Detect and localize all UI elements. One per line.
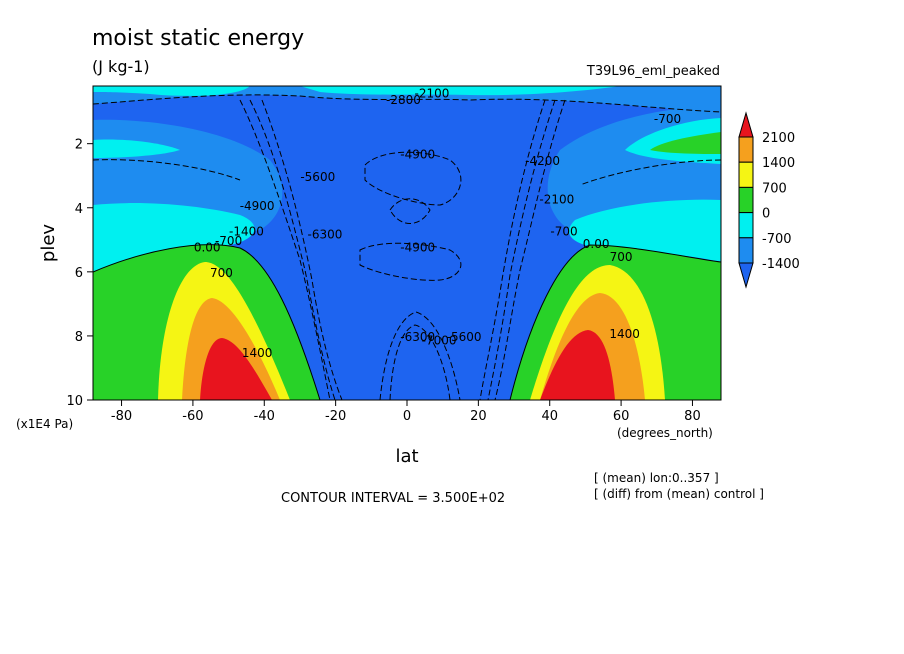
colorbar-label: -700 [762, 232, 792, 247]
colorbar-segment [738, 237, 754, 264]
contour-label: -4900 [240, 199, 275, 213]
colorbar-top-arrow [738, 111, 754, 138]
y-axis: 2 4 6 8 10 [66, 138, 93, 409]
colorbar-segment [738, 212, 754, 239]
y-axis-label: plev [38, 224, 59, 263]
x-units-label: (degrees_north) [617, 426, 713, 440]
contour-solid-left [93, 244, 321, 400]
contour-label: -700 [215, 234, 242, 248]
y-tick-label: 4 [75, 202, 83, 217]
x-tick-label: -80 [111, 409, 132, 424]
colorbar-label: 700 [762, 181, 787, 196]
contour-dashed-1 [93, 94, 721, 113]
contour-label: 700 [210, 266, 233, 280]
x-tick-label: -20 [325, 409, 346, 424]
contour-dashed-12 [93, 159, 241, 181]
contour-label: -5600 [300, 170, 335, 184]
colorbar-label: -1400 [762, 257, 800, 272]
y-tick-label: 6 [75, 266, 83, 281]
field-top-cyan-left [93, 86, 250, 96]
chart-subtitle: (J kg-1) [92, 57, 150, 76]
contour-label: -6300 [307, 228, 342, 242]
x-axis: -80 -60 -40 -20 0 20 40 60 80 [111, 400, 701, 424]
contour-dashed-6 [487, 99, 556, 400]
contour-dashed-5 [494, 99, 566, 400]
contour-dashed-7 [479, 99, 546, 400]
contour-label: -2100 [415, 87, 450, 101]
y-tick-label: 10 [66, 394, 83, 409]
field-left-cyan-cap [93, 139, 180, 158]
colorbar-segment [738, 136, 754, 163]
contour-label: -4900 [400, 240, 435, 254]
contour-label: -1400 [229, 224, 264, 238]
contour-dashed-14 [389, 198, 431, 224]
contour-label: 1400 [609, 327, 640, 341]
run-label: T39L96_eml_peaked [586, 64, 720, 79]
colorbar-segment [738, 186, 754, 214]
contour-dashed-3 [249, 99, 336, 400]
x-tick-label: -60 [182, 409, 203, 424]
y-tick-label: 2 [75, 138, 83, 153]
contour-dashed-4 [261, 99, 343, 400]
contour-label: 700 [610, 250, 633, 264]
y-tick-label: 8 [75, 330, 83, 345]
contour-label-group: -2800-2100-700-4900-5600-4900-6300-1400-… [194, 87, 681, 361]
colorbar-label: 2100 [762, 131, 795, 146]
contour-dashed-13 [579, 159, 721, 186]
contour-label: -700 [654, 112, 681, 126]
x-tick-label: 40 [541, 409, 558, 424]
colorbar-bottom-arrow [738, 262, 754, 289]
x-tick-label: 20 [470, 409, 487, 424]
x-axis-label: lat [395, 446, 418, 467]
plot-area [93, 86, 721, 400]
chart-title: moist static energy [92, 26, 304, 51]
contour-dashed-10 [389, 324, 451, 400]
note-mean-lon: [ (mean) lon:0..357 ] [594, 471, 719, 485]
contour-label: 0.00 [583, 237, 610, 251]
field-right-green-cap [650, 132, 721, 154]
x-tick-label: 80 [684, 409, 701, 424]
contour-label: -6300 [400, 330, 435, 344]
field-right-red [540, 330, 615, 400]
y-units-label: (x1E4 Pa) [16, 417, 73, 431]
contour-dashed-11 [379, 311, 461, 400]
colorbar-label: 1400 [762, 156, 795, 171]
x-tick-label: 60 [613, 409, 630, 424]
contour-label: -5600 [447, 330, 482, 344]
contour-interval-text: CONTOUR INTERVAL = 3.500E+02 [281, 491, 505, 506]
contour-label: -700 [550, 224, 577, 238]
contour-solid-right [509, 244, 721, 400]
contour-dashed-8 [364, 151, 462, 206]
contour-dashed-9 [359, 242, 462, 281]
contour-label: 1400 [242, 346, 273, 360]
field-top-band [93, 86, 721, 112]
colorbar-label: 0 [762, 207, 770, 222]
contour-label: -2800 [386, 93, 421, 107]
contour-label: 0.00 [194, 240, 221, 254]
x-tick-label: -40 [254, 409, 275, 424]
contour-label: -7000 [422, 333, 457, 347]
contour-dashed-2 [239, 99, 331, 400]
field-left-cyan [93, 203, 255, 272]
colorbar: 2100 1400 700 0 -700 -1400 [738, 111, 800, 289]
contour-label: -4200 [525, 154, 560, 168]
field-top-cyan-mid [300, 86, 620, 96]
note-diff-control: [ (diff) from (mean) control ] [594, 487, 764, 501]
x-tick-label: 0 [403, 409, 411, 424]
contour-label: -4900 [400, 147, 435, 161]
contour-lines [93, 94, 721, 400]
colorbar-segment [738, 161, 754, 188]
field-left-red [200, 338, 272, 400]
contour-label: -2100 [539, 192, 574, 206]
